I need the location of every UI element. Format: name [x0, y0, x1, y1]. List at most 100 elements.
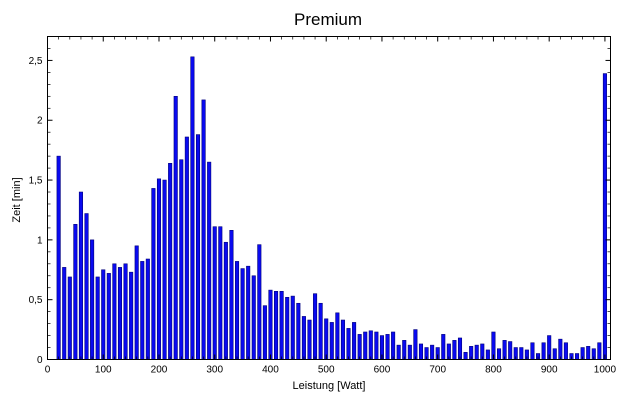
bar	[262, 305, 267, 360]
bar	[418, 343, 424, 360]
bar	[240, 268, 245, 360]
bar	[62, 267, 67, 360]
bar	[67, 276, 72, 360]
x-tick-label: 0	[45, 365, 51, 376]
x-tick-label: 100	[95, 365, 112, 376]
bar	[156, 178, 162, 360]
y-tick-label: 2	[37, 116, 43, 127]
x-tick-label: 700	[429, 365, 446, 376]
bar	[123, 263, 128, 360]
bar	[140, 261, 145, 360]
x-tick-label: 400	[262, 365, 279, 376]
bar	[329, 322, 334, 360]
bar	[508, 341, 513, 360]
bar	[441, 334, 446, 360]
y-tick-label: 1	[37, 235, 43, 246]
bar	[597, 342, 602, 360]
bar	[285, 296, 290, 360]
bar	[463, 352, 468, 360]
bar	[151, 188, 156, 360]
y-tick-label: 0,5	[29, 295, 43, 306]
bar	[352, 322, 357, 360]
bar	[84, 213, 89, 360]
bar	[162, 179, 167, 360]
bar	[324, 318, 329, 360]
y-tick-label: 1,5	[29, 176, 43, 187]
bar	[385, 334, 390, 360]
bar	[586, 346, 591, 360]
bar	[602, 73, 607, 360]
bar	[290, 295, 295, 360]
bar	[396, 344, 401, 360]
bar	[257, 244, 262, 360]
bar	[407, 344, 412, 360]
x-tick-label: 800	[485, 365, 502, 376]
x-tick-label: 1000	[594, 365, 617, 376]
plot-frame	[47, 36, 611, 360]
bar	[391, 331, 396, 360]
bar	[530, 342, 535, 360]
y-axis-label: Zeit [min]	[11, 177, 23, 222]
bar	[184, 136, 189, 360]
bar	[129, 271, 134, 360]
bar	[296, 302, 301, 360]
bar	[301, 316, 306, 360]
bar	[474, 344, 479, 360]
y-tick-label: 0	[37, 355, 43, 366]
bar	[519, 347, 524, 360]
x-tick-label: 300	[206, 365, 223, 376]
bar	[307, 319, 312, 360]
bar	[106, 273, 111, 360]
bar	[374, 331, 379, 360]
bar	[207, 161, 212, 360]
bar	[112, 263, 117, 360]
bar	[496, 348, 502, 360]
bar	[279, 291, 284, 360]
bar	[195, 134, 201, 360]
bar	[357, 334, 362, 360]
bars-group	[56, 56, 607, 360]
bar	[558, 338, 563, 360]
x-tick-label: 500	[318, 365, 335, 376]
bar	[541, 342, 546, 360]
bar	[575, 353, 580, 360]
bar	[251, 275, 256, 360]
chart-title: Premium	[294, 10, 362, 29]
x-tick-label: 200	[151, 365, 168, 376]
bar	[223, 241, 228, 360]
bar	[173, 96, 178, 360]
bar	[335, 312, 340, 360]
x-tick-label: 600	[374, 365, 391, 376]
bar	[78, 191, 83, 360]
bar	[318, 302, 323, 360]
bar	[190, 56, 195, 360]
bar	[134, 245, 139, 360]
bar	[212, 226, 217, 360]
bar	[235, 261, 240, 360]
bar	[368, 330, 373, 360]
bar	[452, 340, 457, 360]
bar	[457, 337, 463, 360]
bar	[346, 328, 351, 360]
bar	[363, 331, 368, 360]
bar	[485, 349, 490, 360]
bar	[117, 267, 122, 360]
bar	[413, 329, 418, 360]
bar	[229, 230, 234, 360]
bar	[201, 99, 206, 360]
bar	[268, 289, 273, 360]
bar	[340, 319, 345, 360]
bar	[168, 163, 173, 360]
bar	[246, 265, 251, 360]
y-tick-label: 2,5	[29, 56, 43, 67]
bar	[73, 224, 78, 360]
x-tick-label: 900	[541, 365, 558, 376]
bar	[145, 258, 150, 360]
bar	[56, 155, 61, 360]
bar	[179, 159, 184, 360]
bar	[274, 291, 279, 360]
x-axis: 0 100 200 300 400 500 600 700 800 900 1000	[45, 36, 617, 376]
bar	[101, 269, 106, 360]
x-axis-label: Leistung [Watt]	[293, 380, 366, 392]
